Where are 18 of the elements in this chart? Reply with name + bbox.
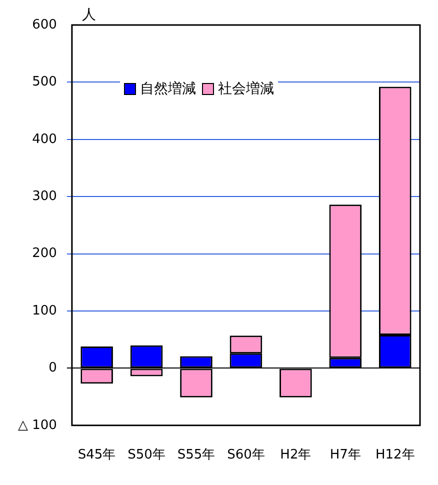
y-tick-label: △ 100 [18,418,57,433]
x-tick-label: S45年 [78,448,116,463]
y-tick-label: 600 [32,17,57,32]
x-tick-label: S60年 [227,448,265,463]
y-tick-label: 200 [32,246,57,262]
y-axis-title: 人 [82,6,96,24]
y-tick-label: 0 [48,360,57,376]
y-tick-label: 100 [32,303,57,318]
x-tick-label: S50年 [128,448,166,463]
legend-label: 自然増減 [140,80,196,98]
y-tick-label: 400 [32,132,57,147]
y-tick-label: 300 [32,188,57,204]
legend-label: 社会増減 [218,80,274,98]
y-tick-label: 500 [32,74,57,90]
x-tick-label: H7年 [330,448,361,463]
x-tick-label: S55年 [177,448,216,463]
x-tick-label: H12年 [375,448,415,463]
x-tick-label: H2年 [280,448,312,463]
